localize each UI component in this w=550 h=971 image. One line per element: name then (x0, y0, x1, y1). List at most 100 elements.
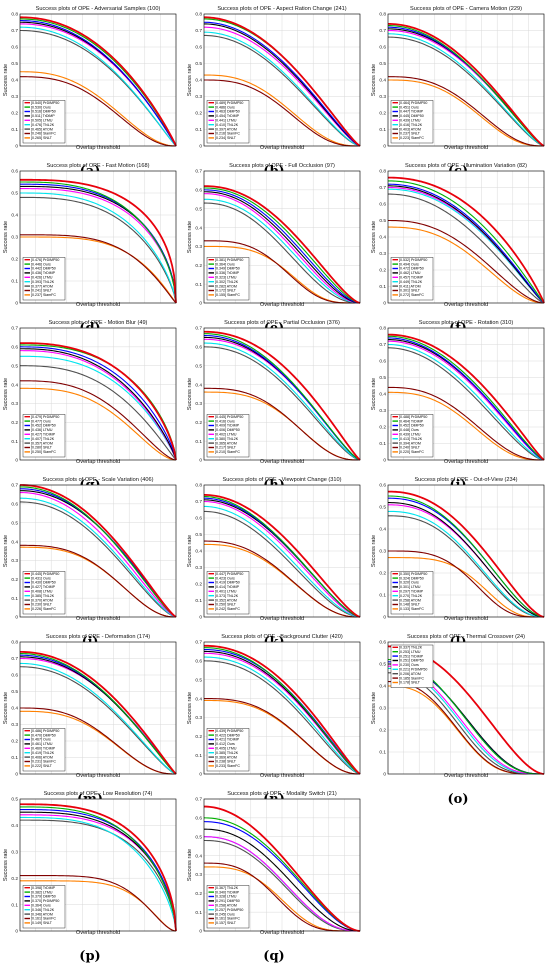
x-tick-label: 0.6 (294, 620, 301, 621)
legend-entry: [0.472] DiMP50 (399, 267, 424, 271)
series-line (20, 71, 177, 147)
series-line (204, 79, 360, 147)
series-line (203, 346, 361, 461)
panel-label: (p) (79, 949, 101, 964)
x-axis-label: Overlap threshold (444, 459, 488, 464)
legend-entry: [0.445] PrDiMP50 (31, 572, 59, 576)
legend-entry: [0.494] Ours (399, 262, 419, 266)
y-tick-label: 0.3 (11, 558, 18, 564)
legend-entry: [0.446] Ours (31, 262, 51, 266)
x-tick-label: 0.6 (478, 306, 485, 307)
x-tick-label: 0.3 (63, 463, 70, 464)
y-tick-label: 0.7 (11, 326, 18, 332)
x-tick-label: 1 (175, 306, 178, 307)
x-tick-label: 0.8 (141, 777, 148, 778)
legend-entry: [0.161] SiamFC (215, 917, 240, 921)
series-line (20, 342, 177, 461)
legend-entry: [0.251] DiMP50 (399, 659, 424, 663)
series-line (20, 188, 177, 304)
legend-entry: [0.449] TNL2K (399, 280, 423, 284)
chart-title: Success plots of OPE - Illumination Vari… (405, 163, 527, 169)
legend-entry: [0.530] Ours (31, 105, 51, 109)
series-line (20, 234, 177, 304)
chart-panel: 0 0.1 0.2 0.3 0.4 0.5 0.6 0.7 0.8 0.9 1 0 0.1 0.2 0.3 0… (0, 0, 180, 186)
x-tick-label: 0.1 (32, 934, 39, 935)
series-line (19, 662, 177, 775)
axes-box (19, 484, 177, 618)
y-tick-label: 0.1 (11, 755, 18, 761)
x-tick-label: 0 (203, 620, 206, 621)
x-tick-label: 0 (203, 306, 206, 307)
y-tick-label: 0.3 (379, 94, 386, 100)
series-line (203, 836, 361, 932)
y-tick-label: 0.5 (379, 61, 386, 67)
y-tick-label: 0.4 (11, 823, 18, 829)
series-line (20, 707, 177, 775)
chart-svg: 0 0.1 0.2 0.3 0.4 0.5 0.6 0.7 0.8 0.9 1 0 0.1 0.2 0.3 0… (371, 320, 546, 464)
x-axis-label: Overlap threshold (444, 773, 488, 778)
legend-entry: [0.217] SNLT (215, 446, 237, 450)
y-tick-label: 0.2 (195, 111, 202, 117)
series-line (387, 333, 545, 461)
legend-entry: [0.155] SiamFC (215, 293, 240, 297)
legend-entry: [0.364] Ours (215, 262, 235, 266)
series-line (387, 340, 545, 461)
y-axis-label: Success rate (3, 692, 9, 724)
x-tick-label: 0.7 (310, 620, 317, 621)
y-axis-label: Success rate (371, 221, 377, 253)
legend-entry: [0.221] PrDiMP50 (399, 668, 427, 672)
x-tick-label: 0.2 (416, 777, 423, 778)
legend-entry: [0.452] DiMP50 (31, 424, 56, 428)
series-line (203, 647, 361, 775)
y-axis-label: Success rate (3, 378, 9, 410)
x-tick-label: 0.7 (126, 149, 133, 150)
series-line (387, 337, 545, 461)
series-line (203, 187, 361, 304)
x-tick-label: 0.3 (431, 620, 438, 621)
legend-entry: [0.407] TNL2K (31, 437, 55, 441)
series-line (204, 839, 360, 932)
y-tick-label: 0.3 (195, 565, 202, 571)
x-tick-label: 0.5 (463, 306, 470, 307)
chart-svg: 0 0.1 0.2 0.3 0.4 0.5 0.6 0.7 0.8 0.9 1 0 0.1 0.2 0.3 0… (3, 477, 178, 621)
x-tick-label: 0.4 (79, 934, 86, 935)
x-tick-label: 0.7 (494, 306, 501, 307)
y-tick-label: 0.5 (195, 834, 202, 840)
legend-entry: [0.346] ATOM (31, 912, 53, 916)
y-tick-label: 0 (199, 615, 202, 621)
x-tick-label: 0 (387, 149, 390, 150)
x-tick-label: 0.8 (325, 620, 332, 621)
x-tick-label: 0.7 (310, 463, 317, 464)
y-tick-label: 0.2 (195, 582, 202, 588)
x-tick-label: 0.6 (294, 306, 301, 307)
y-tick-label: 0.8 (379, 326, 386, 332)
series-line (388, 76, 545, 147)
x-tick-label: 0 (19, 149, 22, 150)
legend-entry: [0.357] ATOM (31, 441, 53, 445)
y-axis-label: Success rate (187, 221, 193, 253)
y-tick-label: 0 (15, 615, 18, 621)
legend-entry: [0.413] TNL2K (399, 437, 423, 441)
legend-entry: [0.486] Ours (215, 105, 235, 109)
series-line (387, 193, 545, 304)
legend-entry: [0.477] Ours (31, 419, 51, 423)
x-tick-label: 0.3 (63, 306, 70, 307)
x-tick-label: 0.5 (279, 149, 286, 150)
series-line (203, 805, 361, 932)
x-tick-label: 0.7 (126, 620, 133, 621)
chart-panel: 0 0.1 0.2 0.3 0.4 0.5 0.6 0.7 0.8 0.9 1 0 0.1 0.2 0.3 0… (184, 471, 364, 657)
series-line (203, 185, 361, 304)
y-tick-label: 0.1 (11, 439, 18, 445)
legend-entry: [0.216] SiamFC (215, 132, 240, 136)
x-tick-label: 0.9 (341, 149, 348, 150)
y-tick-label: 0 (199, 458, 202, 464)
series-line (203, 496, 361, 618)
y-tick-label: 0.2 (11, 577, 18, 583)
x-tick-label: 0.6 (110, 306, 117, 307)
legend-entry: [0.172] SNLT (215, 289, 237, 293)
y-tick-label: 0.3 (195, 401, 202, 407)
series-line (203, 189, 361, 304)
y-axis-label: Success rate (187, 692, 193, 724)
x-tick-label: 0.7 (494, 463, 501, 464)
series-line (20, 803, 177, 932)
